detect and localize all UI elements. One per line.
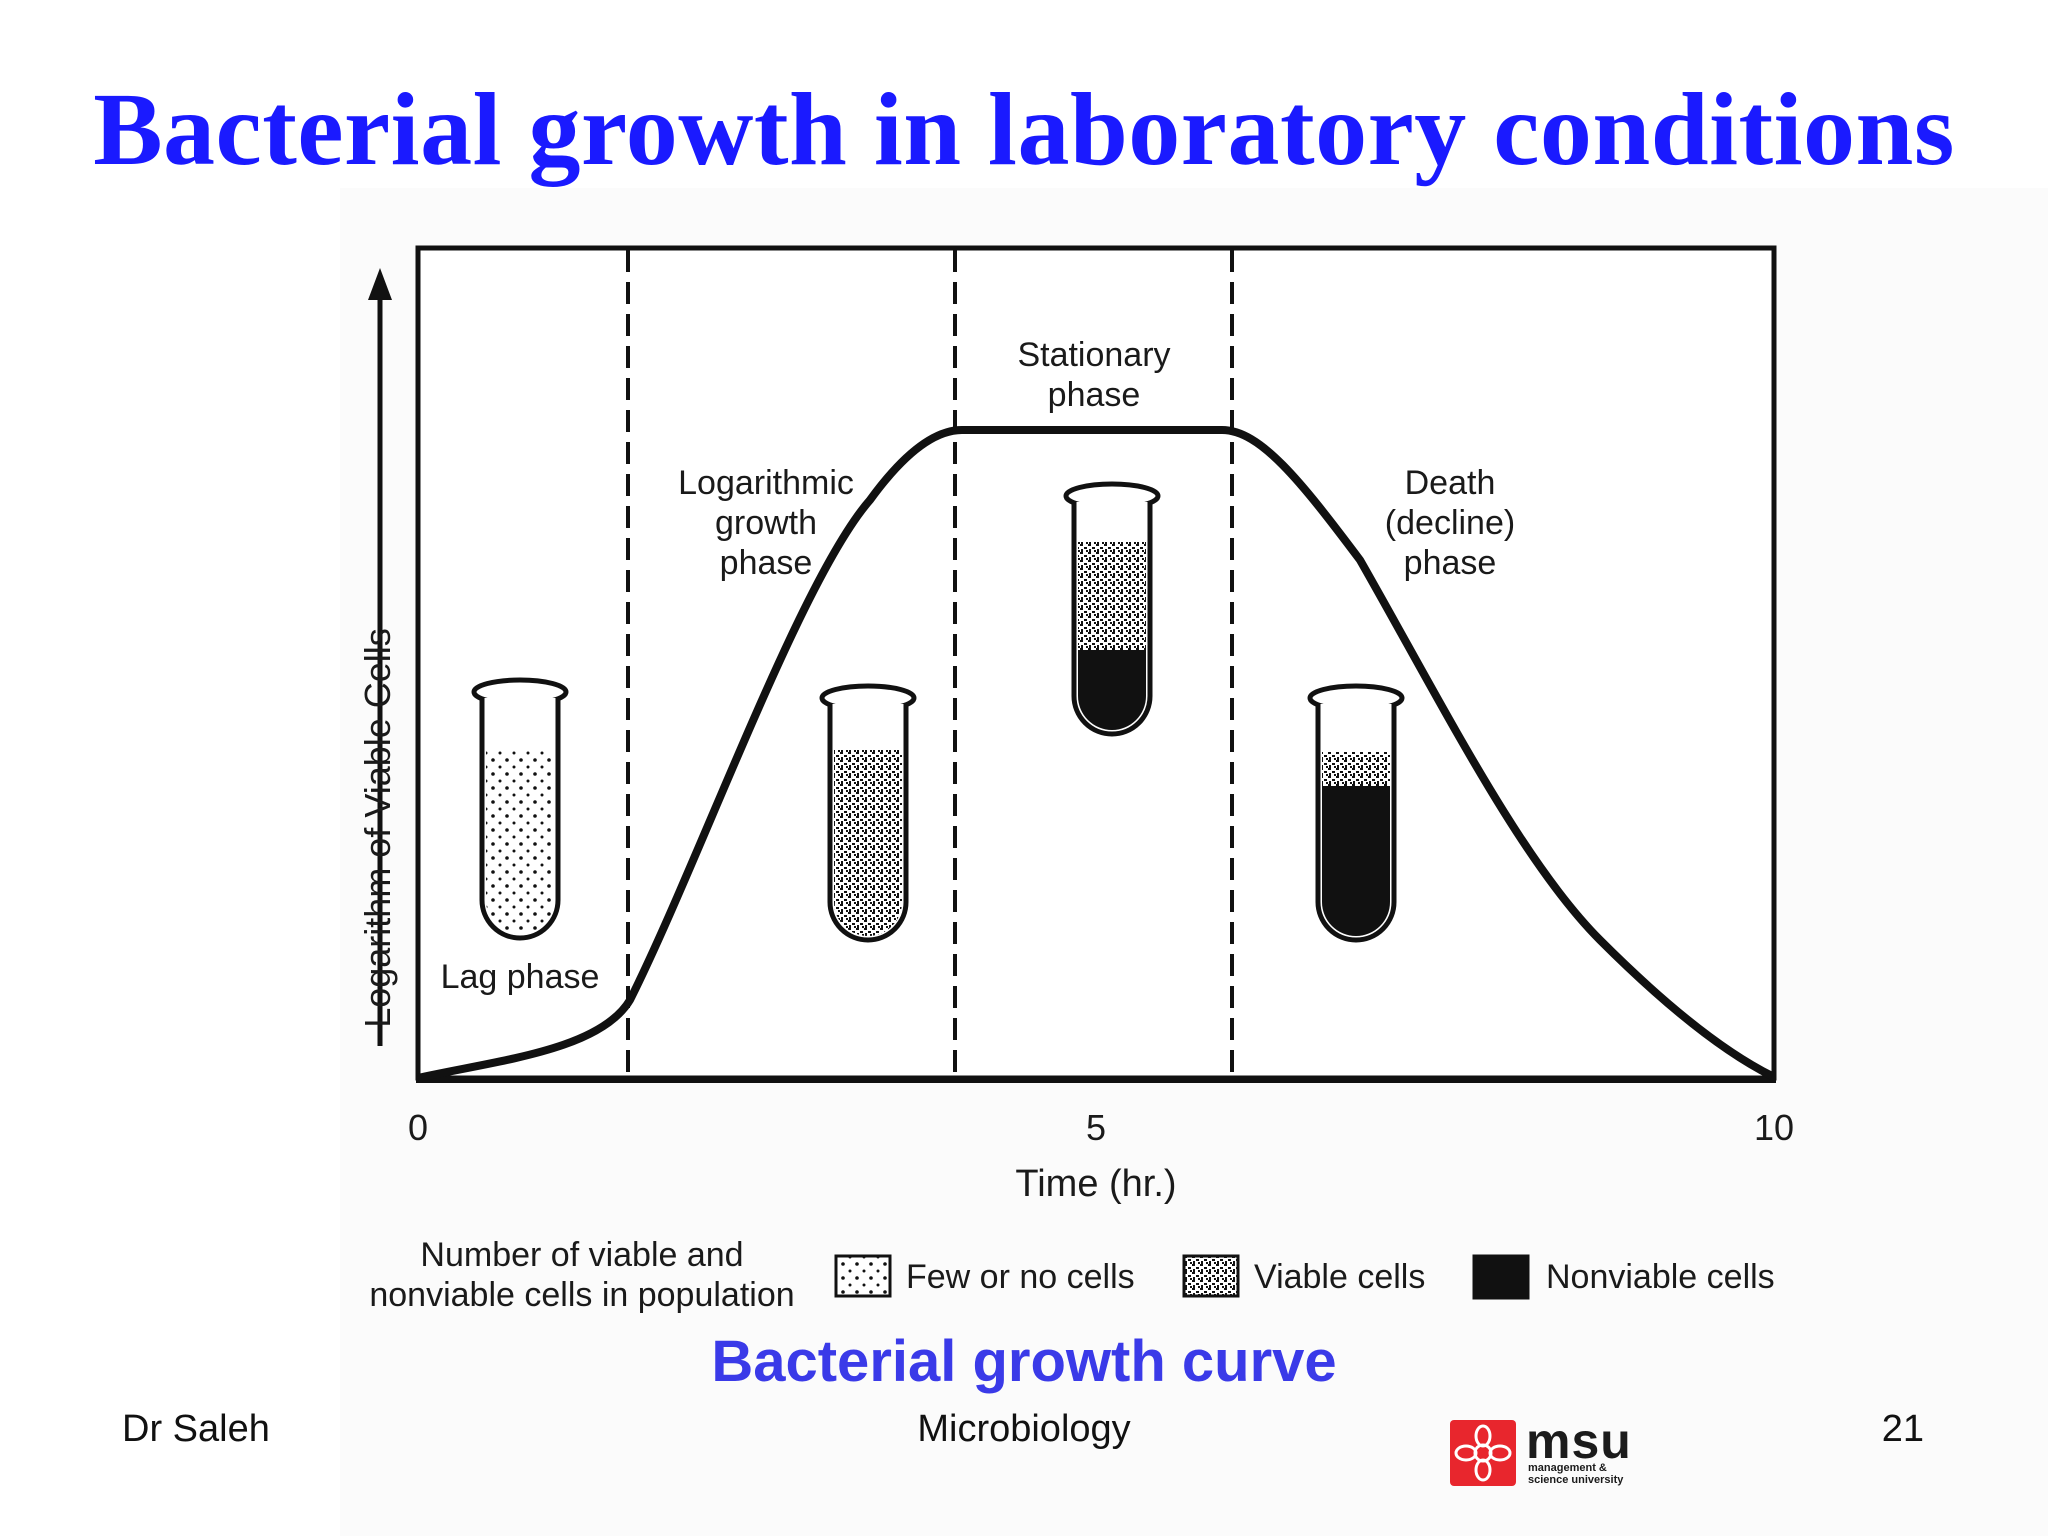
- legend-label-few: Few or no cells: [906, 1258, 1135, 1296]
- svg-text:phase: phase: [1404, 544, 1497, 582]
- svg-text:Death: Death: [1405, 464, 1496, 502]
- svg-text:Logarithmic: Logarithmic: [678, 464, 854, 502]
- footer-page-number: 21: [1881, 1408, 1924, 1450]
- figure-caption: Bacterial growth curve: [711, 1329, 1337, 1394]
- svg-text:phase: phase: [1048, 376, 1141, 414]
- lag-phase-label: Lag phase: [441, 958, 600, 996]
- test-tube-lag: [471, 677, 569, 941]
- growth-curve: [417, 426, 1774, 1082]
- legend-label-nonviable: Nonviable cells: [1546, 1258, 1775, 1296]
- msu-flower-icon: [1450, 1420, 1516, 1486]
- y-axis-arrow: [368, 268, 392, 1046]
- svg-text:Stationary: Stationary: [1017, 336, 1170, 374]
- svg-text:growth: growth: [715, 504, 817, 542]
- x-tick-0: 0: [408, 1107, 428, 1148]
- legend-label-viable: Viable cells: [1254, 1258, 1425, 1296]
- svg-text:(decline): (decline): [1385, 504, 1515, 542]
- svg-text:phase: phase: [720, 544, 813, 582]
- phase-dividers: [626, 250, 1234, 1076]
- y-axis-label: Logarithm of Viable Cells: [357, 628, 398, 1028]
- legend-swatch-few: [834, 1254, 892, 1298]
- legend-swatch-viable: [1182, 1254, 1240, 1298]
- slide-title: Bacterial growth in laboratory condition…: [93, 72, 1955, 187]
- footer-author: Dr Saleh: [122, 1408, 270, 1450]
- x-axis-label: Time (hr.): [1015, 1163, 1176, 1205]
- msu-wordmark: msu: [1526, 1413, 1632, 1469]
- msu-subtext: management & science university: [1528, 1462, 1624, 1486]
- x-tick-10: 10: [1754, 1107, 1794, 1148]
- legend-heading: Number of viable and: [420, 1236, 743, 1274]
- legend: Number of viable and nonviable cells in …: [369, 1236, 1774, 1314]
- test-tube-log: [819, 683, 917, 943]
- death-phase-label: Death (decline) phase: [1385, 464, 1515, 582]
- footer-course: Microbiology: [917, 1408, 1131, 1450]
- legend-swatch-nonviable: [1472, 1254, 1530, 1300]
- svg-text:nonviable cells in population: nonviable cells in population: [369, 1276, 794, 1314]
- x-tick-5: 5: [1086, 1107, 1106, 1148]
- test-tube-death: [1307, 683, 1405, 943]
- log-phase-label: Logarithmic growth phase: [678, 464, 854, 582]
- stationary-phase-label: Stationary phase: [1017, 336, 1170, 414]
- test-tube-stationary: [1063, 481, 1161, 737]
- msu-logo: msu management & science university: [1450, 1413, 1660, 1488]
